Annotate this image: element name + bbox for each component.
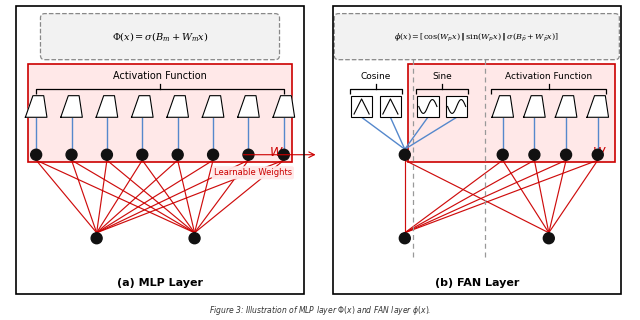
Circle shape — [207, 149, 218, 160]
Polygon shape — [237, 96, 259, 117]
Circle shape — [31, 149, 42, 160]
Polygon shape — [524, 96, 545, 117]
Circle shape — [561, 149, 572, 160]
Circle shape — [399, 149, 410, 160]
Circle shape — [543, 233, 554, 244]
Bar — [446, 96, 467, 117]
Circle shape — [102, 149, 113, 160]
Polygon shape — [492, 96, 513, 117]
Polygon shape — [96, 96, 118, 117]
FancyBboxPatch shape — [334, 13, 620, 60]
Text: Figure 3: Illustration of MLP layer $\Phi(x)$ and FAN layer $\phi(x)$.: Figure 3: Illustration of MLP layer $\Ph… — [209, 304, 431, 317]
Bar — [408, 64, 615, 162]
Circle shape — [592, 149, 604, 160]
Circle shape — [172, 149, 183, 160]
Circle shape — [66, 149, 77, 160]
Text: Activation Function: Activation Function — [113, 71, 207, 81]
Text: Sine: Sine — [433, 72, 452, 81]
Polygon shape — [587, 96, 609, 117]
Circle shape — [137, 149, 148, 160]
Polygon shape — [273, 96, 294, 117]
Bar — [351, 96, 372, 117]
Polygon shape — [26, 96, 47, 117]
Text: (a) MLP Layer: (a) MLP Layer — [117, 278, 203, 288]
Circle shape — [243, 149, 254, 160]
Circle shape — [189, 233, 200, 244]
Circle shape — [91, 233, 102, 244]
Circle shape — [497, 149, 508, 160]
FancyBboxPatch shape — [40, 13, 280, 60]
Text: Cosine: Cosine — [361, 72, 391, 81]
Polygon shape — [61, 96, 83, 117]
Circle shape — [278, 149, 289, 160]
Text: $W$: $W$ — [269, 146, 284, 159]
Bar — [380, 96, 401, 117]
Bar — [28, 64, 292, 162]
Polygon shape — [131, 96, 153, 117]
Bar — [417, 96, 438, 117]
Text: Learnable Weights: Learnable Weights — [214, 168, 292, 177]
Text: Activation Function: Activation Function — [505, 72, 593, 81]
Text: $\phi(x) = [\cos(W_p x)\, \|\, \sin(W_p x)\, \|\, \sigma(B_{\bar{p}} + W_{\bar{p: $\phi(x) = [\cos(W_p x)\, \|\, \sin(W_p … — [394, 31, 559, 43]
Circle shape — [529, 149, 540, 160]
Polygon shape — [167, 96, 189, 117]
Text: $W$: $W$ — [591, 146, 606, 159]
Text: $\Phi(x) = \sigma(B_m + W_m x)$: $\Phi(x) = \sigma(B_m + W_m x)$ — [112, 30, 208, 43]
Text: (b) FAN Layer: (b) FAN Layer — [435, 278, 519, 288]
Polygon shape — [556, 96, 577, 117]
Circle shape — [399, 233, 410, 244]
Polygon shape — [202, 96, 224, 117]
